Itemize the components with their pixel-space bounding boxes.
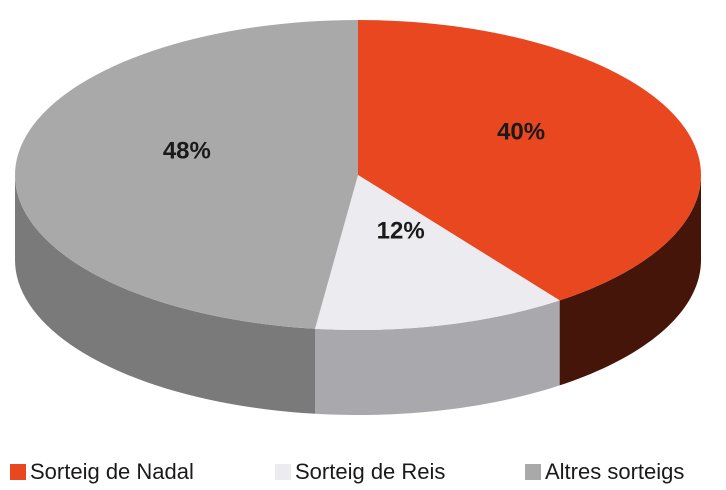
pie-side — [559, 175, 701, 386]
data-label: 40% — [497, 118, 545, 145]
legend-label: Altres sorteigs — [545, 459, 684, 484]
legend-swatch — [275, 464, 291, 480]
legend-swatch — [10, 464, 26, 480]
pie-side — [15, 175, 316, 414]
pie-slice — [15, 20, 359, 329]
data-label: 48% — [163, 137, 211, 164]
pie-slice — [358, 20, 701, 301]
data-label: 12% — [377, 217, 425, 244]
legend-swatch — [525, 464, 541, 480]
pie-side — [315, 300, 560, 415]
pie-slice — [315, 175, 560, 330]
legend-label: Sorteig de Reis — [295, 459, 445, 484]
legend-label: Sorteig de Nadal — [30, 459, 194, 484]
